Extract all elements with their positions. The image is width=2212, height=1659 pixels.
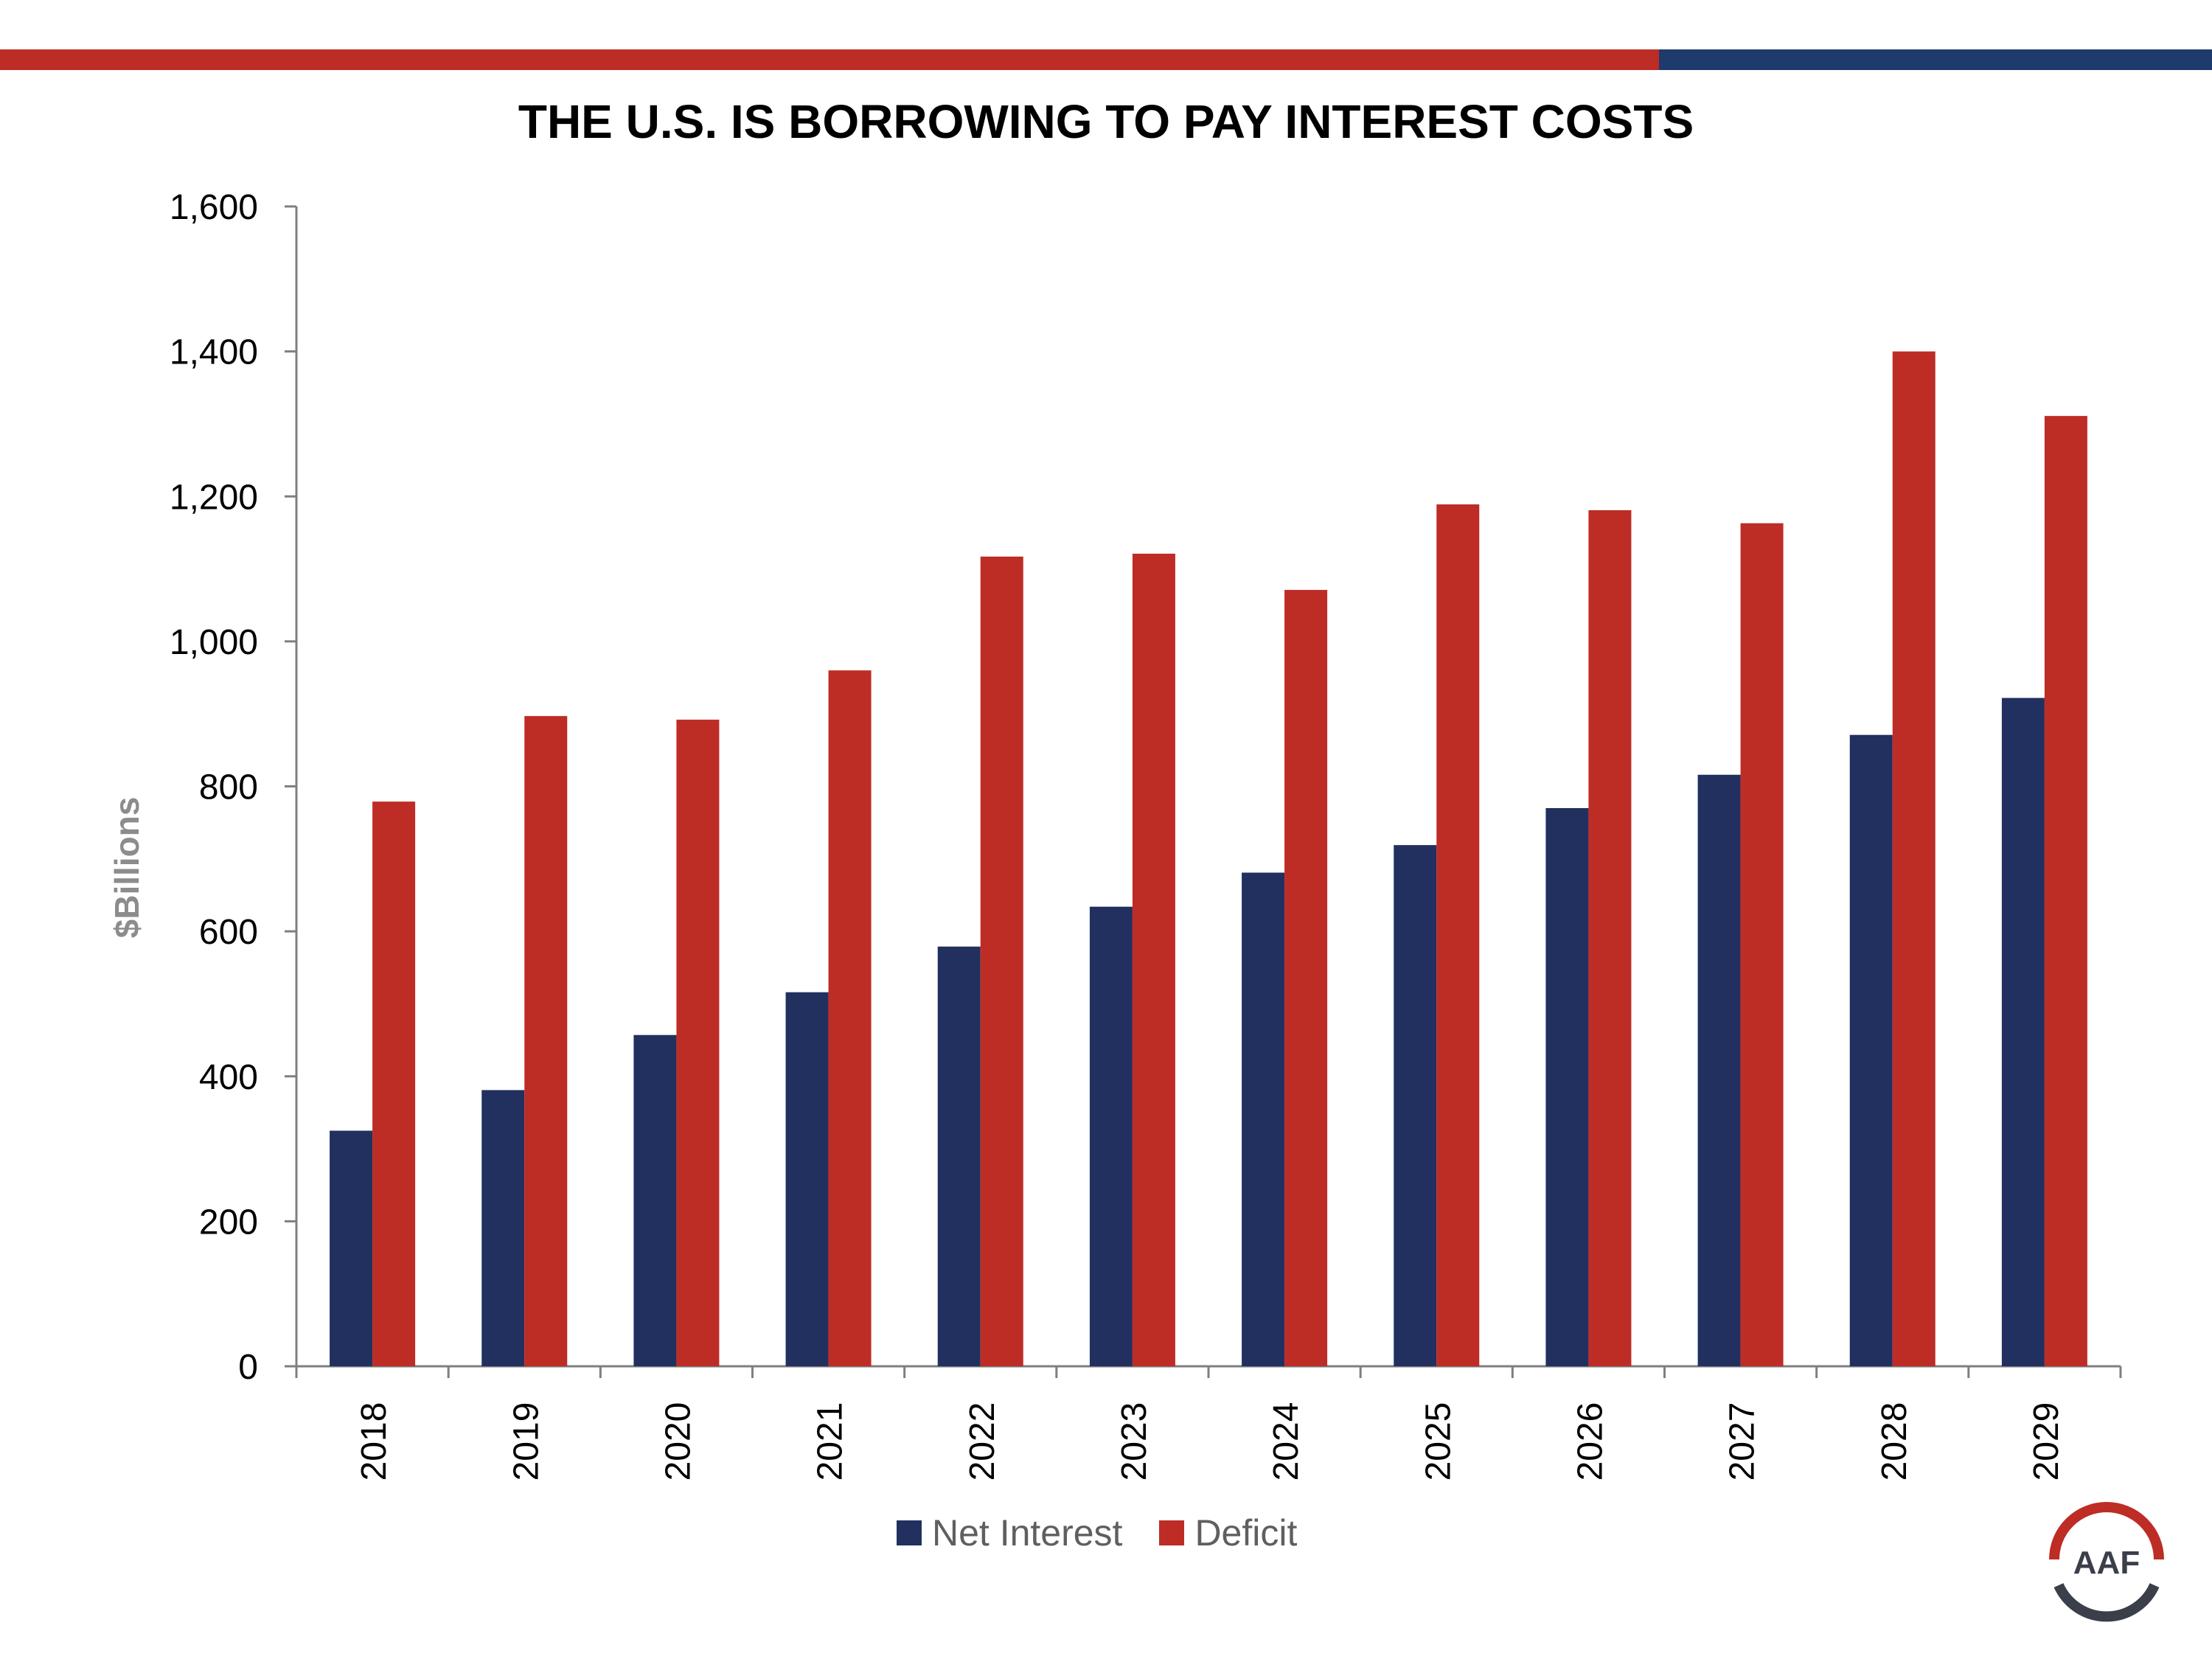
bar-deficit-2019 (524, 716, 568, 1366)
y-tick-label: 200 (199, 1203, 258, 1242)
x-tick-label: 2025 (1419, 1402, 1458, 1481)
bar-deficit-2027 (1740, 523, 1784, 1366)
chart-title: THE U.S. IS BORROWING TO PAY INTEREST CO… (518, 95, 1694, 148)
x-tick-label: 2024 (1267, 1402, 1306, 1481)
bar-net-interest-2023 (1089, 906, 1133, 1366)
y-tick-label: 1,600 (170, 188, 258, 227)
y-axis-title: $Billions (108, 797, 146, 939)
x-tick-label: 2019 (507, 1402, 546, 1481)
y-tick-label: 0 (238, 1348, 258, 1387)
x-tick-label: 2022 (963, 1402, 1002, 1481)
legend: Net Interest Deficit (897, 1512, 1334, 1554)
logo-text: AAF (2073, 1545, 2140, 1581)
x-tick-label: 2029 (2027, 1402, 2066, 1481)
bar-deficit-2023 (1132, 553, 1175, 1366)
legend-item-net-interest: Net Interest (897, 1512, 1122, 1554)
bar-deficit-2024 (1284, 590, 1328, 1366)
logo-arc-bottom (2053, 1583, 2160, 1622)
bar-net-interest-2027 (1697, 774, 1741, 1366)
legend-label-deficit: Deficit (1194, 1512, 1298, 1554)
aaf-logo: AAF (2049, 1502, 2164, 1622)
legend-swatch-deficit (1159, 1520, 1185, 1545)
legend-label-net-interest: Net Interest (932, 1512, 1123, 1554)
x-tick-label: 2027 (1723, 1402, 1762, 1481)
bar-net-interest-2028 (1849, 734, 1893, 1366)
legend-item-deficit: Deficit (1159, 1512, 1297, 1554)
bar-net-interest-2020 (633, 1034, 677, 1366)
bar-net-interest-2024 (1242, 872, 1285, 1366)
x-tick-label: 2026 (1571, 1402, 1610, 1481)
bar-net-interest-2029 (2001, 698, 2045, 1366)
y-tick-label: 1,400 (170, 333, 258, 372)
x-tick-label: 2018 (355, 1402, 394, 1481)
header-stripe-red (0, 49, 1659, 70)
x-tick-label: 2028 (1875, 1402, 1914, 1481)
legend-swatch-net-interest (897, 1520, 922, 1545)
bar-net-interest-2022 (937, 946, 981, 1366)
y-tick-label: 1,000 (170, 623, 258, 662)
bar-deficit-2021 (828, 670, 872, 1366)
bar-deficit-2029 (2044, 416, 2087, 1367)
bar-deficit-2025 (1436, 504, 1480, 1366)
bar-net-interest-2018 (330, 1130, 373, 1366)
bar-deficit-2022 (980, 556, 1023, 1366)
bar-net-interest-2026 (1545, 807, 1589, 1366)
y-tick-label: 400 (199, 1058, 258, 1097)
header-stripe-blue (1659, 49, 2212, 70)
x-tick-label: 2023 (1115, 1402, 1154, 1481)
bar-deficit-2018 (372, 801, 416, 1366)
bar-deficit-2026 (1588, 509, 1632, 1366)
y-tick-label: 800 (199, 768, 258, 807)
bar-deficit-2028 (1892, 351, 1935, 1366)
bar-net-interest-2025 (1394, 845, 1437, 1366)
bar-net-interest-2021 (785, 992, 829, 1366)
logo-arc-top (2049, 1502, 2164, 1560)
bar-deficit-2020 (676, 720, 720, 1366)
y-tick-label: 1,200 (170, 478, 258, 517)
x-tick-label: 2021 (811, 1402, 850, 1481)
x-tick-label: 2020 (658, 1402, 698, 1481)
bar-net-interest-2019 (481, 1090, 525, 1366)
y-tick-label: 600 (199, 913, 258, 952)
